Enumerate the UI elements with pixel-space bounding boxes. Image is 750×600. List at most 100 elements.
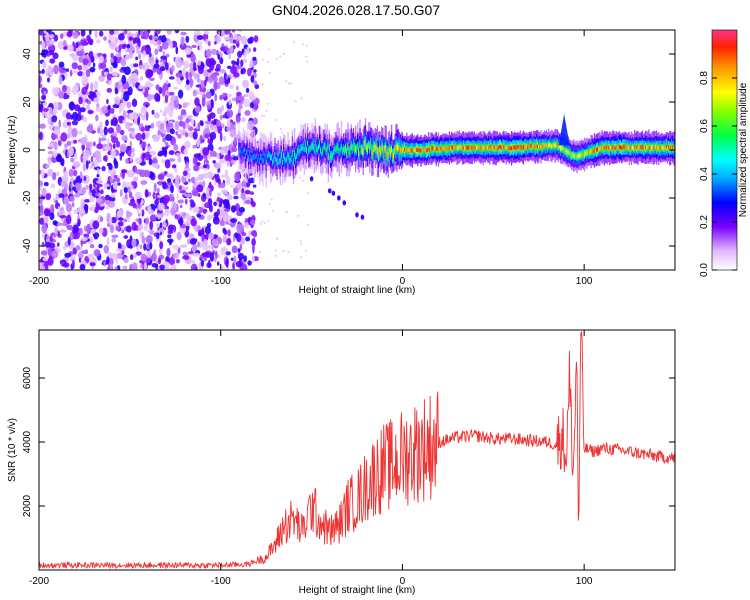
noise-blob (52, 101, 59, 111)
noise-blob (92, 62, 96, 68)
ridge-cell (259, 158, 261, 164)
ridge-cell (648, 144, 650, 149)
ridge-cell (275, 157, 277, 162)
noise-blob (59, 229, 67, 233)
ridge-cell (465, 145, 467, 150)
ridge-cell (479, 145, 481, 150)
noise-blob (190, 201, 196, 208)
noise-blob (49, 236, 53, 242)
noise-blob (167, 224, 175, 232)
ridge-cell (361, 146, 363, 154)
ridge-cell (468, 145, 470, 150)
noise-blob (177, 89, 184, 99)
noise-blob (112, 104, 119, 109)
noise-blob (265, 110, 268, 112)
noise-blob (190, 218, 197, 227)
noise-blob (119, 189, 123, 198)
noise-blob (219, 132, 223, 142)
ridge-cell (267, 150, 270, 158)
noise-blob (161, 87, 166, 97)
ridge-cell (395, 145, 397, 150)
noise-blob (135, 251, 142, 256)
noise-blob (213, 118, 217, 126)
ridge-cell (406, 147, 408, 152)
ridge-cell (371, 149, 373, 155)
ridge-cell (534, 145, 537, 150)
noise-blob (217, 124, 223, 134)
noise-blob (134, 191, 142, 200)
y-tick-label: -40 (22, 238, 33, 253)
noise-blob (242, 58, 248, 64)
noise-blob (207, 138, 213, 145)
noise-blob (226, 237, 232, 246)
noise-blob (173, 252, 180, 259)
noise-blob (190, 118, 195, 126)
noise-blob (164, 184, 169, 189)
noise-blob (157, 173, 165, 180)
ridge-cell (413, 147, 416, 152)
ridge-cell (486, 145, 489, 151)
noise-blob (244, 200, 251, 204)
ridge-cell (470, 145, 472, 151)
noise-blob (68, 30, 73, 36)
ridge-cell (669, 146, 671, 151)
ridge-cell (483, 144, 485, 149)
noise-blob (142, 50, 146, 58)
ridge-cell (595, 147, 598, 153)
noise-blob (112, 189, 117, 193)
ridge-cell (509, 146, 512, 151)
ridge-cell (617, 144, 620, 150)
noise-blob (184, 167, 191, 172)
noise-blob (151, 109, 155, 115)
noise-blob (196, 213, 202, 218)
noise-blob (213, 201, 218, 207)
noise-blob (93, 150, 101, 159)
ridge-cell (390, 146, 393, 152)
noise-blob (70, 183, 73, 189)
noise-blob (241, 35, 248, 45)
noise-blob (297, 214, 300, 217)
ridge-cell (544, 144, 547, 148)
noise-blob (136, 33, 140, 38)
ridge-cell (453, 145, 455, 150)
ridge-cell (599, 146, 601, 151)
ridge-cell (649, 146, 651, 150)
noise-blob (39, 30, 45, 36)
spectral-ridge (238, 114, 675, 220)
ridge-cell (616, 145, 618, 150)
noise-blob (213, 81, 218, 91)
noise-blob (140, 253, 147, 262)
noise-blob (140, 180, 148, 186)
ridge-cell (510, 146, 513, 151)
colorbar-scale (711, 29, 738, 271)
noise-blob (39, 193, 42, 197)
noise-blob (247, 120, 254, 130)
ridge-cell (642, 146, 645, 151)
noise-blob (306, 223, 309, 226)
noise-blob (129, 198, 135, 203)
ridge-cell (460, 145, 463, 149)
noise-blob (91, 189, 97, 198)
noise-blob (39, 169, 42, 175)
noise-blob (219, 69, 226, 74)
noise-blob (216, 208, 220, 216)
ridge-spike (558, 114, 570, 146)
ridge-cell (566, 150, 568, 155)
noise-blob (107, 127, 115, 134)
noise-blob (164, 62, 169, 71)
noise-blob (268, 71, 271, 74)
noise-blob (131, 98, 138, 108)
noise-blob (103, 126, 108, 136)
noise-blob (216, 192, 222, 197)
noise-blob (196, 35, 204, 40)
ridge-cell (515, 145, 517, 150)
ridge-cell (261, 153, 263, 161)
ridge-cell (357, 143, 359, 150)
noise-blob (220, 105, 225, 112)
noise-blob (250, 219, 256, 226)
ridge-cell (482, 146, 484, 151)
ridge-cell (565, 148, 567, 153)
noise-blob (232, 121, 236, 125)
ridge-cell (253, 153, 255, 160)
ridge-cell (295, 156, 297, 162)
